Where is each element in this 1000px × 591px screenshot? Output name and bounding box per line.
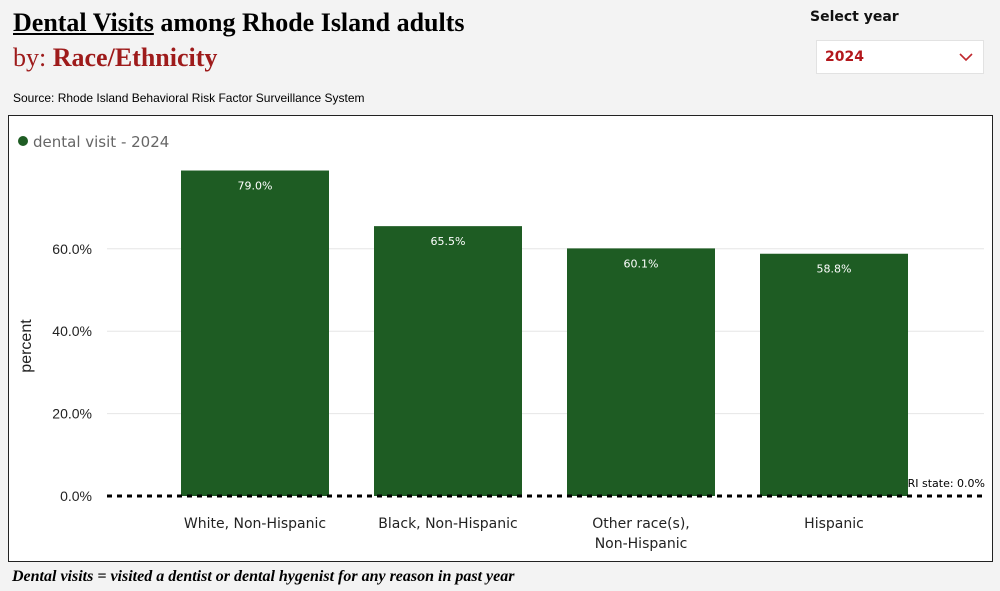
chevron-down-icon xyxy=(959,52,973,62)
reference-line-label: RI state: 0.0% xyxy=(908,477,985,490)
bar xyxy=(181,170,329,496)
y-tick-label: 60.0% xyxy=(52,241,92,257)
bar xyxy=(760,253,908,496)
bar xyxy=(567,248,715,496)
legend-marker xyxy=(18,136,28,146)
x-tick-label: Hispanic xyxy=(804,516,864,532)
bar-chart: 0.0% 20.0% 40.0% 60.0% percent dental visit -… xyxy=(18,133,985,552)
subtitle-prefix: by: xyxy=(13,43,53,72)
footnote: Dental visits = visited a dentist or den… xyxy=(12,568,515,585)
source-note: Source: Rhode Island Behavioral Risk Fac… xyxy=(13,91,365,105)
bar-value-label: 58.8% xyxy=(817,263,852,276)
page-title: Dental Visits among Rhode Island adults xyxy=(13,8,465,38)
bar xyxy=(374,226,522,496)
page-subtitle: by: Race/Ethnicity xyxy=(13,43,217,73)
subtitle-dimension: Race/Ethnicity xyxy=(52,43,218,72)
year-filter-label: Select year xyxy=(810,9,899,25)
y-tick-label: 0.0% xyxy=(60,488,92,504)
bar-value-label: 60.1% xyxy=(624,257,659,270)
y-tick-label: 40.0% xyxy=(52,323,92,339)
y-axis-title: percent xyxy=(18,319,35,373)
x-tick-label: Other race(s), xyxy=(592,516,690,532)
title-rest: among Rhode Island adults xyxy=(153,8,465,37)
bar-value-label: 65.5% xyxy=(431,235,466,248)
bar-value-label: 79.0% xyxy=(238,180,273,193)
legend-label: dental visit - 2024 xyxy=(33,133,169,151)
year-select-value: 2024 xyxy=(825,49,864,65)
x-tick-label: White, Non-Hispanic xyxy=(184,516,326,532)
x-tick-label: Non-Hispanic xyxy=(595,536,688,552)
title-topic: Dental Visits xyxy=(13,8,154,37)
y-tick-label: 20.0% xyxy=(52,406,92,422)
x-tick-label: Black, Non-Hispanic xyxy=(378,516,517,532)
year-select-dropdown[interactable]: 2024 xyxy=(816,40,984,74)
chart-panel: 0.0% 20.0% 40.0% 60.0% percent dental visit -… xyxy=(8,115,993,562)
